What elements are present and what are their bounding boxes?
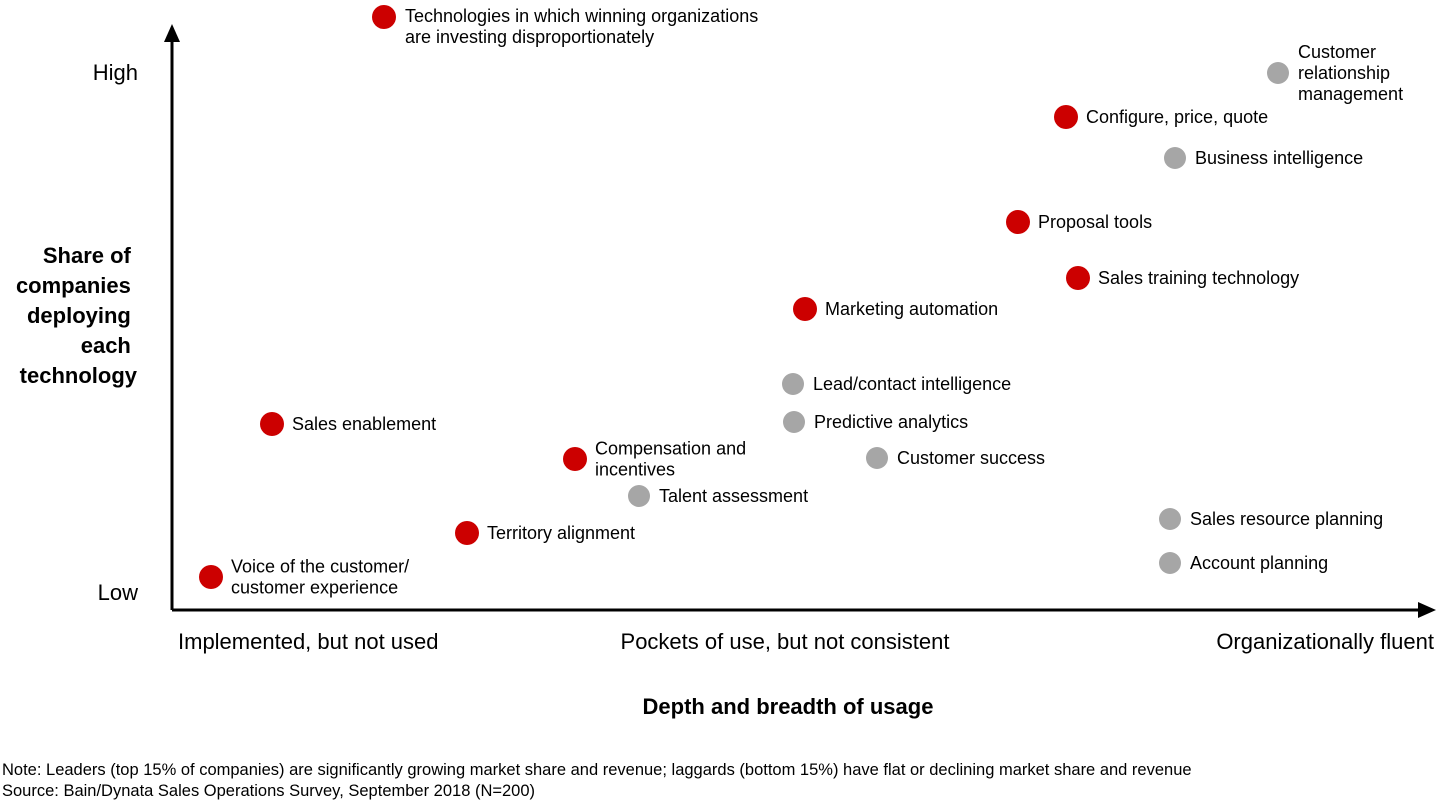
point-label-line: Lead/contact intelligence <box>813 374 1011 394</box>
point-marker <box>1267 62 1289 84</box>
y-axis-title-line: companies <box>16 273 131 298</box>
technology-scatter-chart: High Low Share of companies deploying ea… <box>16 5 1436 719</box>
point-label: Sales training technology <box>1098 268 1299 288</box>
legend-label-line: Technologies in which winning organizati… <box>405 6 758 26</box>
x-tick-implemented: Implemented, but not used <box>178 629 439 654</box>
point-label-line: management <box>1298 84 1403 104</box>
y-axis-title: Share of companies deploying each techno… <box>16 243 138 388</box>
point-label: Sales resource planning <box>1190 509 1383 529</box>
x-tick-fluent: Organizationally fluent <box>1216 629 1434 654</box>
y-tick-low: Low <box>98 580 138 605</box>
footnote-source: Source: Bain/Dynata Sales Operations Sur… <box>2 782 536 800</box>
legend-label-line: are investing disproportionately <box>405 27 654 47</box>
point-label-line: Compensation and <box>595 439 746 459</box>
x-tick-pockets: Pockets of use, but not consistent <box>621 629 950 654</box>
point-marker <box>1006 210 1030 234</box>
point-label-line: Marketing automation <box>825 299 998 319</box>
point-label: Proposal tools <box>1038 212 1152 232</box>
point-label-line: incentives <box>595 460 675 480</box>
point-label-line: Sales resource planning <box>1190 509 1383 529</box>
point-label-line: Sales enablement <box>292 414 436 434</box>
y-axis-title-line: Share of <box>43 243 132 268</box>
point-label-line: Proposal tools <box>1038 212 1152 232</box>
point-label: Territory alignment <box>487 523 635 543</box>
point-label: Business intelligence <box>1195 148 1363 168</box>
point-label-line: Predictive analytics <box>814 412 968 432</box>
point-marker <box>563 447 587 471</box>
point-marker <box>1054 105 1078 129</box>
point-label: Compensation and incentives <box>595 439 746 480</box>
point-label: Lead/contact intelligence <box>813 374 1011 394</box>
point-label: Customer relationship management <box>1298 42 1403 104</box>
point-label-line: Account planning <box>1190 553 1328 573</box>
y-axis-arrow <box>164 24 180 42</box>
point-label-line: Customer success <box>897 448 1045 468</box>
point-marker <box>866 447 888 469</box>
point-label: Customer success <box>897 448 1045 468</box>
point-label: Account planning <box>1190 553 1328 573</box>
point-marker <box>783 411 805 433</box>
point-label-line: Voice of the customer/ <box>231 557 409 577</box>
y-tick-high: High <box>93 60 138 85</box>
legend-marker <box>372 5 396 29</box>
y-axis-title-line: each <box>81 333 131 358</box>
footnote-note: Note: Leaders (top 15% of companies) are… <box>2 761 1192 779</box>
point-marker <box>260 412 284 436</box>
point-marker <box>628 485 650 507</box>
point-marker <box>1159 508 1181 530</box>
point-label-line: customer experience <box>231 578 398 598</box>
point-label: Talent assessment <box>659 486 808 506</box>
point-label: Predictive analytics <box>814 412 968 432</box>
y-axis-title-line: deploying <box>27 303 131 328</box>
point-marker <box>455 521 479 545</box>
point-marker <box>793 297 817 321</box>
point-marker <box>199 565 223 589</box>
x-axis-title: Depth and breadth of usage <box>643 694 934 719</box>
point-marker <box>1066 266 1090 290</box>
point-label-line: Talent assessment <box>659 486 808 506</box>
x-axis-arrow <box>1418 602 1436 618</box>
point-label-line: Sales training technology <box>1098 268 1299 288</box>
point-marker <box>1159 552 1181 574</box>
point-marker <box>782 373 804 395</box>
point-label: Configure, price, quote <box>1086 107 1268 127</box>
legend-label: Technologies in which winning organizati… <box>405 6 763 47</box>
point-label-line: Configure, price, quote <box>1086 107 1268 127</box>
point-label: Marketing automation <box>825 299 998 319</box>
point-label: Sales enablement <box>292 414 436 434</box>
point-label-line: Territory alignment <box>487 523 635 543</box>
point-label: Voice of the customer/customer experienc… <box>231 557 409 598</box>
y-axis-title-line: technology <box>20 363 138 388</box>
data-points: Customer relationship management Configure,… <box>199 42 1403 598</box>
point-label-line: Business intelligence <box>1195 148 1363 168</box>
point-label-line: Customer <box>1298 42 1376 62</box>
point-label-line: relationship <box>1298 63 1390 83</box>
point-marker <box>1164 147 1186 169</box>
